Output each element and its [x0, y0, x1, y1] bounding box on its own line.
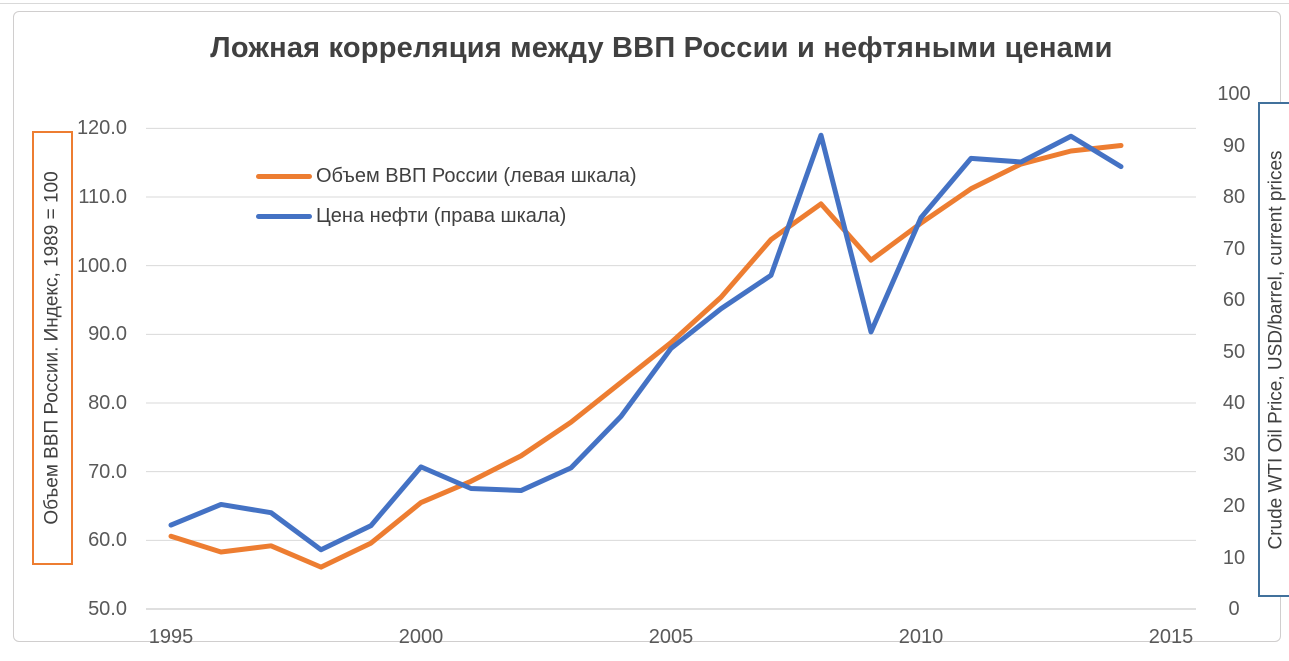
- left-axis-tick-label: 80.0: [88, 392, 127, 414]
- left-axis-tick-label: 60.0: [88, 529, 127, 552]
- plot-area: [146, 127, 1196, 610]
- chart-frame: Ложная корреляция между ВВП России и неф…: [13, 11, 1289, 648]
- gridlines: [146, 127, 1196, 610]
- legend-label-gdp: Объем ВВП России (левая шкала): [316, 164, 637, 187]
- right-axis-tick-label: 30: [1222, 443, 1246, 466]
- right-axis-tick-label: 40: [1222, 392, 1246, 414]
- right-axis-tick-label: 10: [1222, 546, 1246, 569]
- legend-swatch-gdp-line: [256, 173, 312, 179]
- right-axis-tick-label: 70: [1222, 237, 1246, 260]
- x-axis-tick-label: 1995: [148, 626, 194, 648]
- series-lines: [168, 132, 1124, 570]
- x-axis-tick-label: 2000: [398, 626, 444, 648]
- left-axis-title-box: Объем ВВП России. Индекс, 1989 = 100: [32, 131, 73, 565]
- window-top-border: [0, 3, 1289, 4]
- right-axis-tick-label: 50: [1222, 340, 1246, 363]
- right-axis-tick-label: 90: [1222, 134, 1246, 157]
- x-axis-tick-label: 2005: [648, 626, 694, 648]
- left-axis-title: Объем ВВП России. Индекс, 1989 = 100: [41, 171, 63, 525]
- legend: Объем ВВП России (левая шкала) Цена нефт…: [256, 156, 637, 236]
- right-axis-tick-label: 100: [1217, 83, 1251, 105]
- left-axis-tick-label: 100.0: [76, 254, 127, 277]
- legend-item-gdp: Объем ВВП России (левая шкала): [256, 156, 637, 196]
- right-axis-tick-label: 20: [1222, 495, 1246, 517]
- right-axis-tick-label: 0: [1228, 598, 1240, 620]
- chart-title: Ложная корреляция между ВВП России и неф…: [210, 32, 1113, 64]
- left-axis-tick-label: 90.0: [88, 323, 127, 346]
- legend-label-oil: Цена нефти (права шкала): [316, 204, 567, 227]
- legend-item-oil: Цена нефти (права шкала): [256, 196, 637, 236]
- right-axis-tick-label: 80: [1222, 186, 1246, 208]
- left-axis-tick-label: 70.0: [88, 460, 127, 483]
- left-axis-tick-label: 120.0: [76, 117, 127, 140]
- series-line-gdp: [168, 143, 1124, 570]
- right-axis-title: Crude WTI Oil Price, USD/barrel, current…: [1265, 149, 1287, 550]
- left-axis-tick-label: 110.0: [78, 186, 127, 208]
- x-axis-tick-label: 2010: [898, 626, 944, 648]
- right-axis-title-box: Crude WTI Oil Price, USD/barrel, current…: [1258, 102, 1289, 597]
- right-axis-tick-label: 60: [1222, 289, 1246, 311]
- left-axis-tick-label: 50.0: [88, 598, 127, 620]
- x-axis-tick-label: 2015: [1148, 626, 1194, 648]
- series-line-oil: [168, 132, 1124, 553]
- legend-swatch-oil-line: [256, 213, 312, 219]
